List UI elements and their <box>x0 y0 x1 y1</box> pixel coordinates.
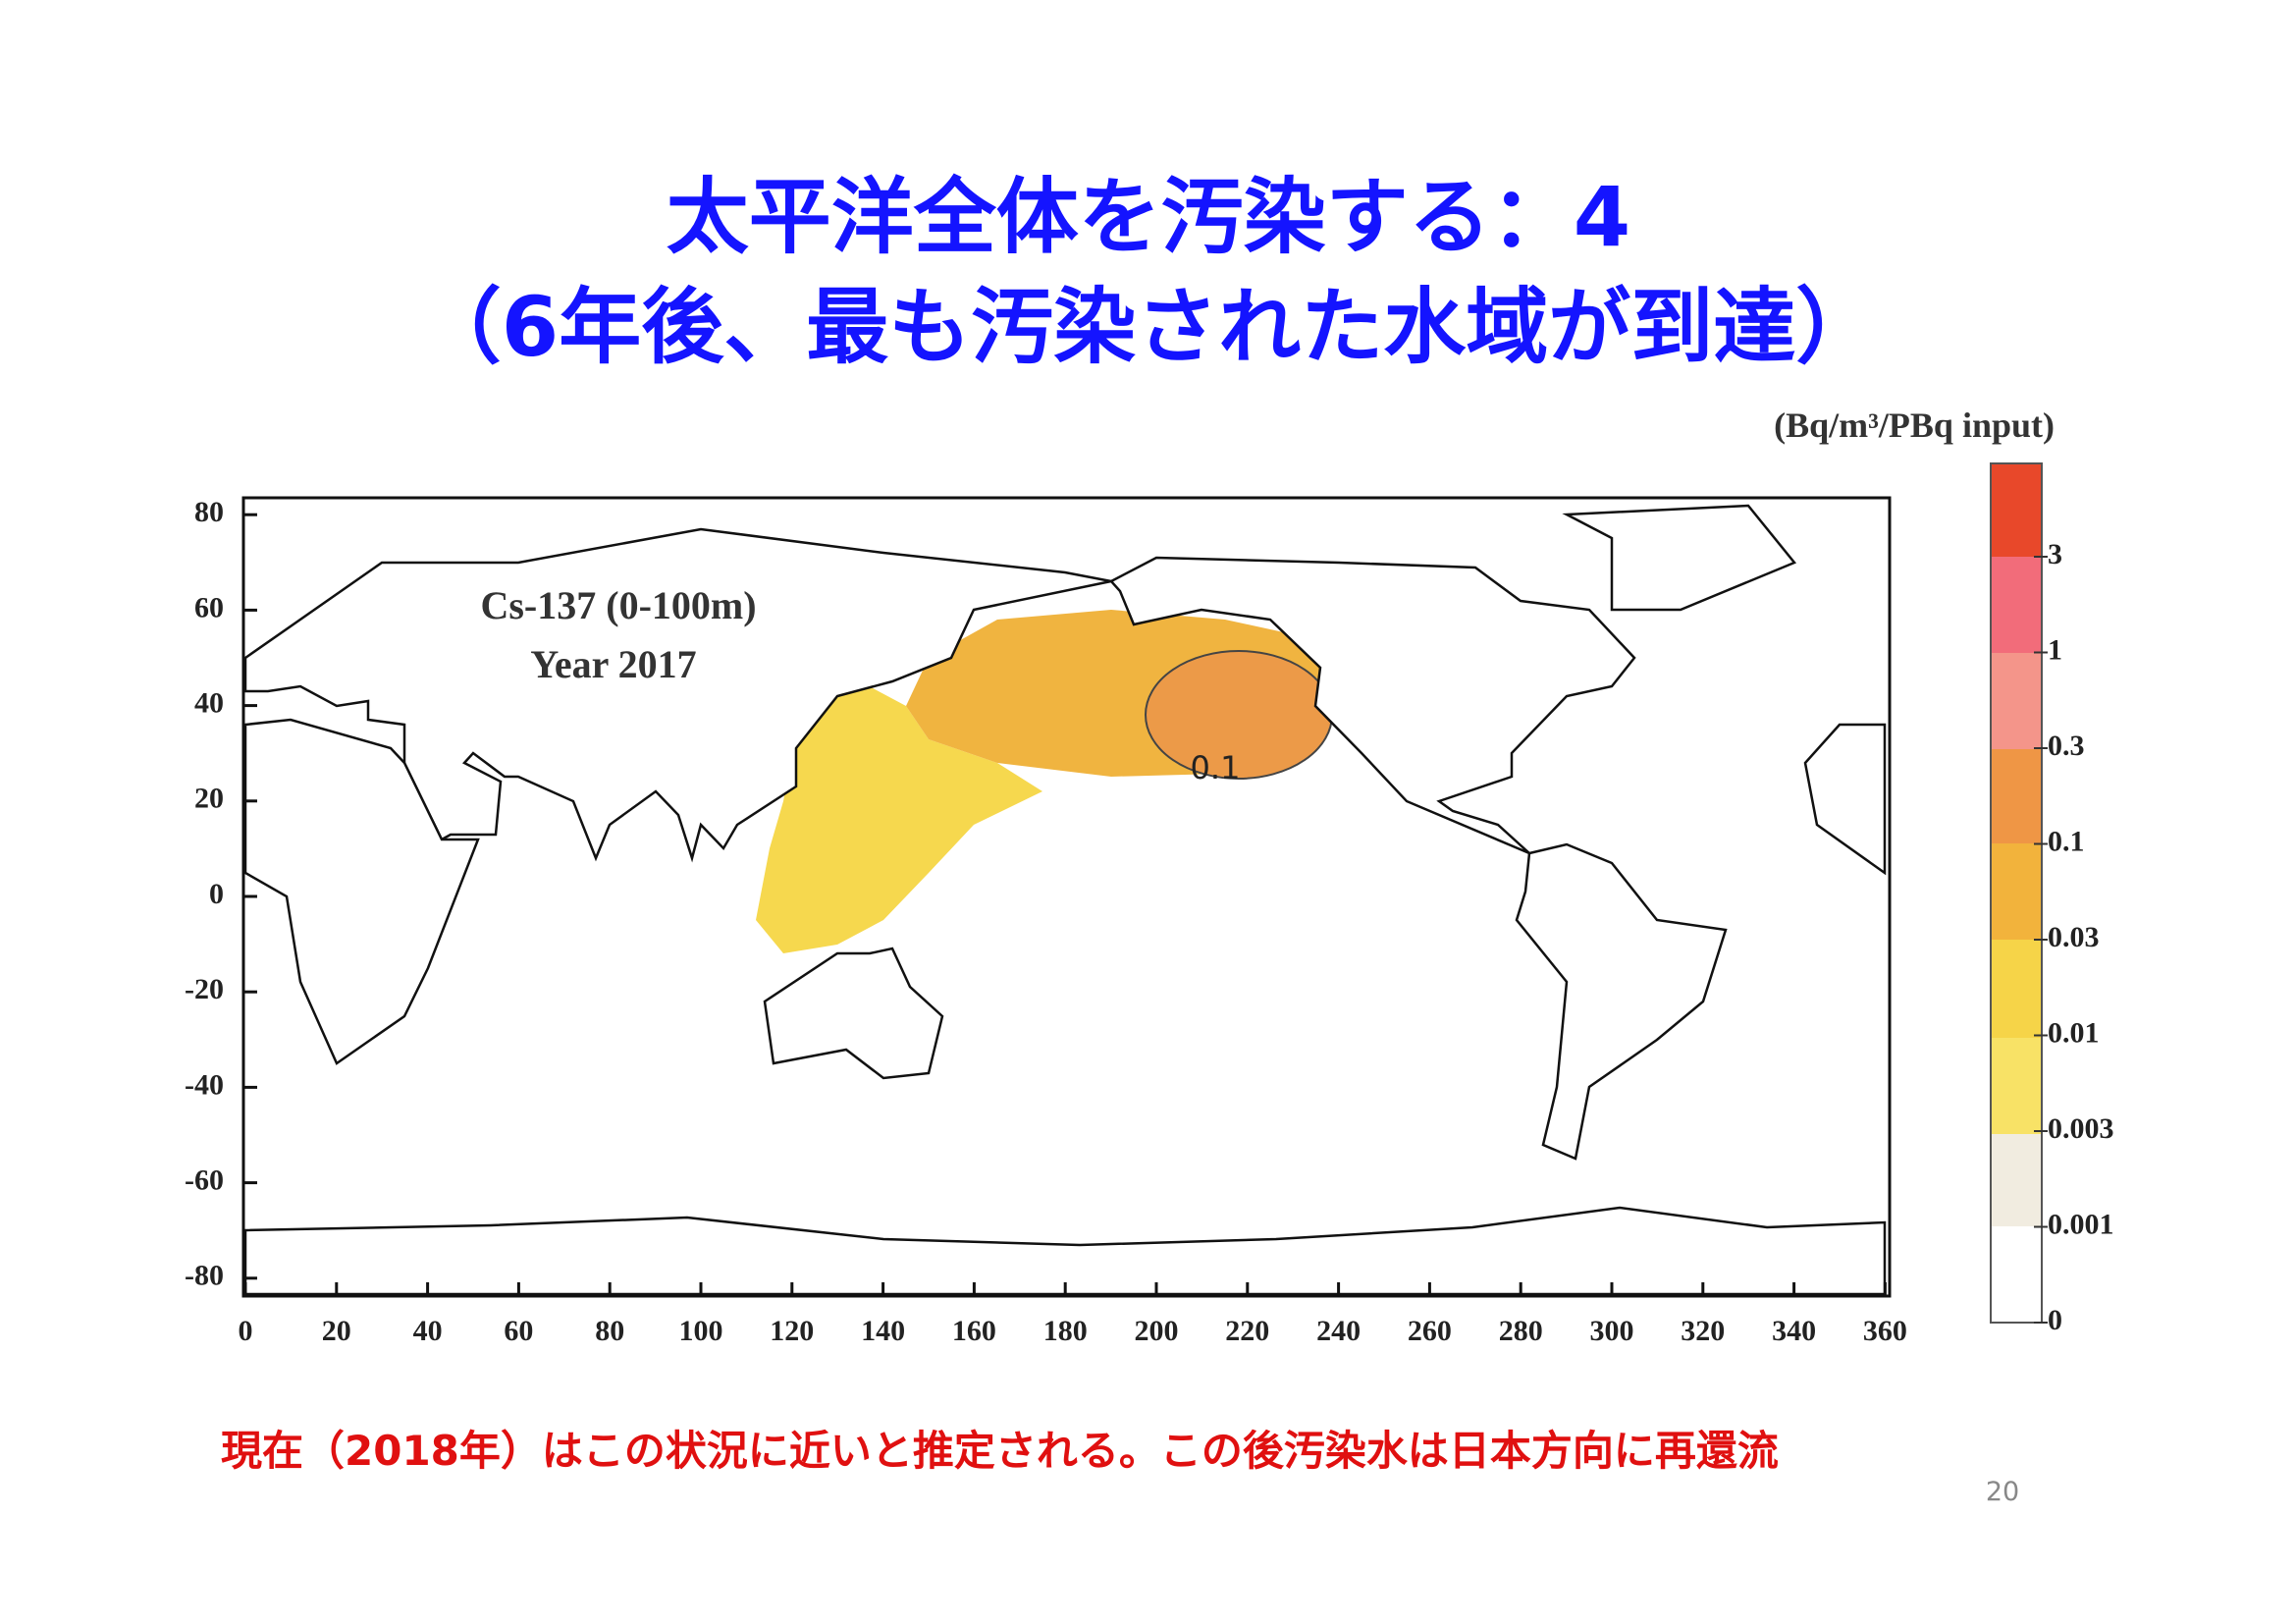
contour-label: 0.1 <box>1191 749 1241 786</box>
greenland <box>1562 504 1797 612</box>
colorbar-label: 0.01 <box>2048 1016 2100 1049</box>
colorbar-band <box>1991 1038 2042 1134</box>
x-tick-label: 80 <box>595 1315 624 1347</box>
colorbar-label: 3 <box>2048 538 2062 570</box>
y-tick-label: -80 <box>185 1260 224 1292</box>
colorbar-label: 0 <box>2048 1304 2062 1336</box>
x-tick-label: 240 <box>1316 1315 1361 1347</box>
eurasia <box>243 527 1112 863</box>
x-axis: 0 20 40 60 80 100 120 140 160 180 200 220 240 260 280 3… <box>239 1282 1907 1347</box>
y-tick-label: 60 <box>194 591 224 623</box>
x-tick-label: 180 <box>1043 1315 1088 1347</box>
colorbar-band <box>1991 1226 2042 1323</box>
y-tick-label: -40 <box>185 1068 224 1101</box>
australia <box>763 947 944 1080</box>
y-tick-label: 20 <box>194 783 224 815</box>
page-number: 20 <box>1986 1477 2019 1507</box>
title-line-1: 太平洋全体を汚染する：4 <box>667 169 1630 265</box>
contour-yellow <box>756 681 1042 953</box>
x-tick-label: 160 <box>952 1315 996 1347</box>
south-america <box>1515 842 1728 1161</box>
x-tick-label: 100 <box>679 1315 723 1347</box>
x-tick-label: 280 <box>1499 1315 1543 1347</box>
annotation-line-2: Year 2017 <box>530 642 696 686</box>
x-tick-label: 200 <box>1135 1315 1179 1347</box>
colorbar-label: 0.001 <box>2048 1208 2114 1240</box>
x-tick-label: 300 <box>1590 1315 1634 1347</box>
annotation-line-1: Cs-137 (0-100m) <box>480 583 756 627</box>
map: Cs-137 (0-100m) Year 2017 0.1 806040200-… <box>185 496 1907 1347</box>
x-tick-label: 340 <box>1772 1315 1816 1347</box>
colorbar-band <box>1991 940 2042 1038</box>
colorbar-frame <box>1990 462 2043 1324</box>
colorbar-label: 0.003 <box>2048 1112 2114 1145</box>
colorbar-band <box>1991 1134 2042 1226</box>
title-line-2: （6年後、最も汚染された水域が到達） <box>419 279 1878 375</box>
africa <box>243 718 480 1065</box>
x-tick-label: 120 <box>770 1315 814 1347</box>
y-tick-label: 80 <box>194 496 224 528</box>
y-tick-label: 0 <box>209 878 224 910</box>
colorbar-band <box>1991 749 2042 843</box>
y-tick-label: -60 <box>185 1164 224 1196</box>
colorbar-band <box>1991 843 2042 940</box>
x-tick-label: 320 <box>1681 1315 1725 1347</box>
x-tick-label: 220 <box>1225 1315 1269 1347</box>
x-tick-label: 260 <box>1408 1315 1452 1347</box>
footer-note: 現在（2018年）はこの状況に近いと推定される。この後汚染水は日本方向に再還流 <box>221 1427 1779 1475</box>
x-tick-label: 40 <box>413 1315 443 1347</box>
africa-west <box>1803 723 1887 876</box>
colorbar: 3 1 0.3 0.1 0.03 0.01 0.003 0.001 0 <box>1990 462 2114 1336</box>
y-tick-label: -20 <box>185 973 224 1005</box>
colorbar-label: 1 <box>2048 633 2062 666</box>
colorbar-band <box>1991 463 2042 557</box>
x-tick-label: 360 <box>1863 1315 1907 1347</box>
x-tick-label: 20 <box>322 1315 351 1347</box>
colorbar-label: 0.3 <box>2048 730 2085 762</box>
colorbar-band <box>1991 557 2042 653</box>
colorbar-band <box>1991 653 2042 749</box>
colorbar-label: 0.1 <box>2048 825 2085 857</box>
y-axis: 80 60 40 20 0 -20 -40 -60 -80 <box>185 496 257 1292</box>
unit-label: (Bq/m³/PBq input) <box>1774 406 2055 445</box>
x-tick-label: 60 <box>504 1315 533 1347</box>
y-tick-label: 40 <box>194 686 224 719</box>
x-tick-label: 140 <box>861 1315 905 1347</box>
x-tick-label: 0 <box>239 1315 253 1347</box>
north-america <box>1108 556 1636 855</box>
colorbar-label: 0.03 <box>2048 921 2100 953</box>
